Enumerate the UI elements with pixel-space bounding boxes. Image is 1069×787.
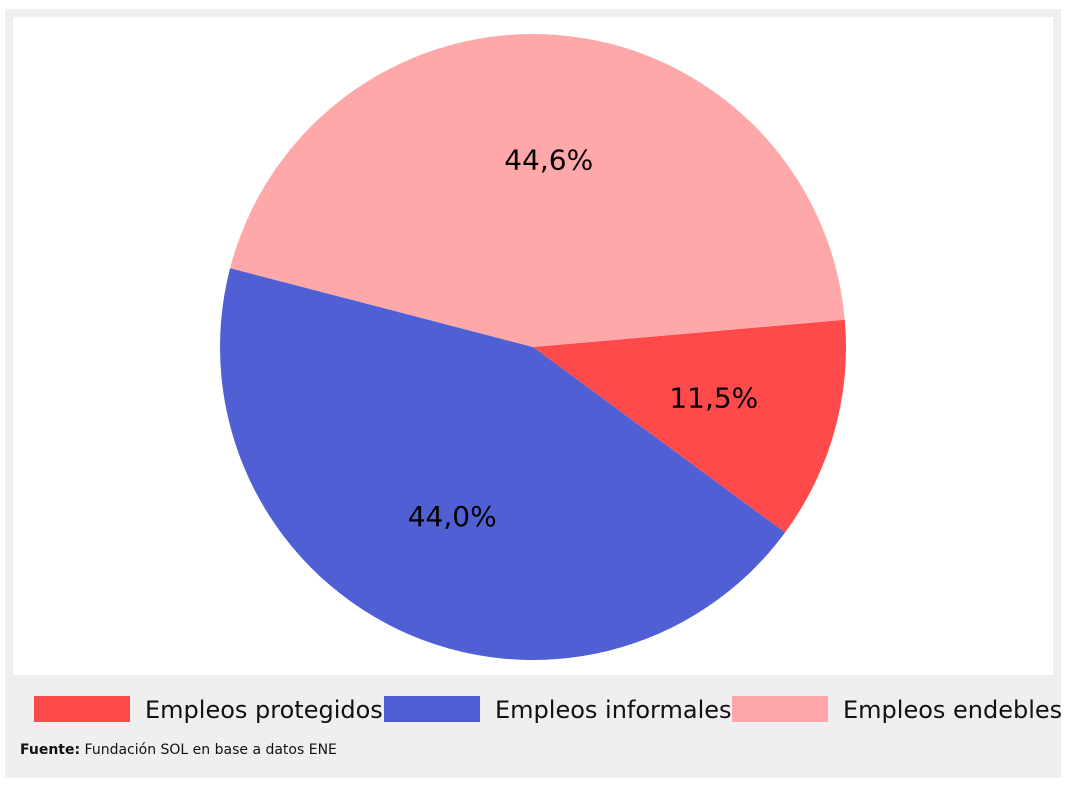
pie-slice-1	[533, 319, 847, 533]
pie-label-1: 11,5%	[669, 381, 758, 414]
pie-label-2: 44,0%	[408, 500, 497, 533]
legend-swatch-informales	[384, 696, 480, 722]
legend-swatch-protegidos	[34, 696, 130, 722]
pie-label-3: 44,6%	[504, 143, 593, 176]
legend: Empleos protegidos Empleos informales Em…	[0, 693, 1069, 727]
pie-slices	[220, 34, 847, 661]
legend-label-protegidos: Empleos protegidos	[145, 696, 383, 724]
pie-chart: 11,5% 44,0% 44,6%	[220, 34, 847, 661]
source-note: Fuente: Fundación SOL en base a datos EN…	[20, 742, 337, 758]
pie-labels: 11,5% 44,0% 44,6%	[408, 143, 759, 533]
pie-slice-3	[230, 34, 845, 347]
source-prefix: Fuente:	[20, 742, 81, 758]
source-text: Fundación SOL en base a datos ENE	[84, 742, 337, 758]
legend-label-informales: Empleos informales	[495, 696, 732, 724]
legend-swatch-endebles	[732, 696, 828, 722]
pie-slice-2	[220, 268, 786, 661]
legend-label-endebles: Empleos endebles	[843, 696, 1063, 724]
